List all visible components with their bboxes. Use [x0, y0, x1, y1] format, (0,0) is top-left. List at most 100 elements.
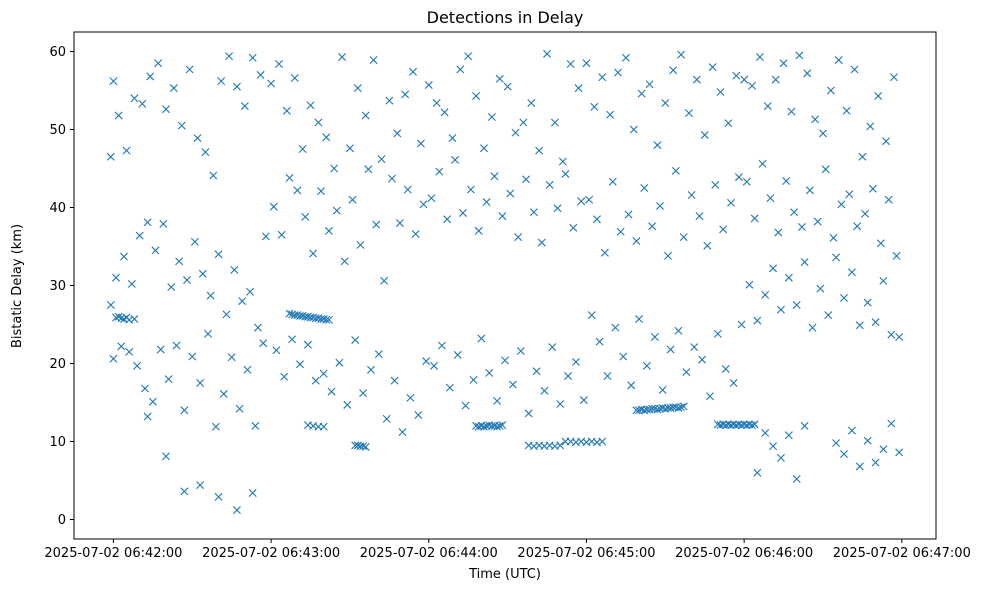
data-point	[188, 352, 197, 361]
data-point	[122, 146, 131, 155]
data-point	[863, 436, 872, 445]
data-point	[669, 66, 678, 75]
data-point	[577, 197, 586, 206]
data-point	[246, 287, 255, 296]
data-point	[498, 212, 507, 221]
data-point	[403, 185, 412, 194]
data-point	[566, 59, 575, 68]
data-point	[382, 414, 391, 423]
data-point	[787, 107, 796, 116]
data-point	[469, 375, 478, 384]
data-point	[411, 230, 420, 239]
data-point	[112, 273, 121, 282]
data-point	[737, 320, 746, 329]
data-point	[472, 91, 481, 100]
data-point	[632, 237, 641, 246]
data-point	[453, 350, 462, 359]
data-point	[690, 343, 699, 352]
data-point	[140, 384, 149, 393]
data-point	[635, 315, 644, 324]
data-point	[571, 357, 580, 366]
data-point	[127, 279, 136, 288]
data-point	[543, 49, 552, 58]
data-point	[393, 129, 402, 138]
data-point	[180, 487, 189, 496]
data-point	[130, 94, 139, 103]
x-axis-label: Time (UTC)	[468, 567, 541, 582]
data-point	[340, 257, 349, 266]
data-point	[514, 233, 523, 242]
data-point	[248, 53, 257, 62]
data-point	[198, 269, 207, 278]
data-point	[679, 233, 688, 242]
data-point	[887, 419, 896, 428]
x-tick-label: 2025-07-02 06:45:00	[517, 546, 655, 561]
data-point	[679, 402, 688, 411]
data-point	[493, 396, 502, 405]
data-point	[666, 345, 675, 354]
data-point	[388, 174, 396, 183]
data-point	[506, 189, 515, 198]
data-point	[293, 186, 302, 195]
data-point	[209, 171, 218, 180]
data-point	[106, 301, 115, 309]
data-point	[146, 72, 155, 81]
data-point	[285, 173, 294, 182]
data-point	[175, 257, 184, 266]
data-point	[716, 88, 725, 97]
data-point	[703, 241, 712, 250]
data-point	[564, 371, 573, 380]
data-point	[840, 293, 849, 302]
data-point	[721, 364, 730, 373]
data-point	[727, 198, 736, 207]
data-point	[114, 111, 123, 120]
data-point	[874, 91, 883, 100]
data-point	[482, 198, 491, 207]
data-point	[133, 361, 142, 370]
data-point	[855, 321, 864, 330]
data-point	[374, 350, 383, 359]
y-axis-label: Bistatic Delay (km)	[10, 224, 25, 348]
data-point	[495, 421, 504, 430]
data-point	[345, 144, 354, 153]
data-point	[466, 185, 475, 194]
data-point	[871, 318, 880, 327]
data-point	[319, 422, 328, 431]
data-point	[161, 105, 170, 114]
data-point	[771, 75, 780, 84]
data-point	[288, 335, 297, 344]
data-point	[474, 226, 483, 235]
data-point	[805, 186, 814, 195]
data-point	[847, 268, 856, 277]
data-point	[414, 410, 423, 419]
data-point	[742, 177, 751, 186]
data-point	[763, 102, 772, 111]
data-point	[148, 397, 157, 406]
data-point	[687, 191, 696, 200]
data-point	[364, 165, 373, 174]
data-point	[169, 84, 178, 93]
data-point	[677, 50, 686, 59]
data-point	[797, 223, 806, 231]
data-point	[343, 400, 352, 409]
data-point	[784, 431, 793, 440]
data-point	[458, 208, 467, 217]
data-point	[637, 89, 646, 98]
data-point	[359, 442, 368, 451]
data-point	[445, 383, 454, 392]
data-point	[561, 169, 570, 178]
data-point	[595, 337, 604, 346]
data-point	[214, 250, 223, 259]
data-point	[535, 146, 544, 155]
data-point	[366, 365, 375, 374]
data-point	[319, 369, 328, 378]
data-point	[301, 212, 310, 221]
data-point	[251, 421, 260, 430]
data-point	[695, 212, 704, 221]
data-point	[324, 226, 333, 235]
data-point	[385, 96, 394, 105]
data-point	[487, 113, 496, 122]
data-point	[769, 264, 778, 273]
data-point	[485, 368, 494, 377]
